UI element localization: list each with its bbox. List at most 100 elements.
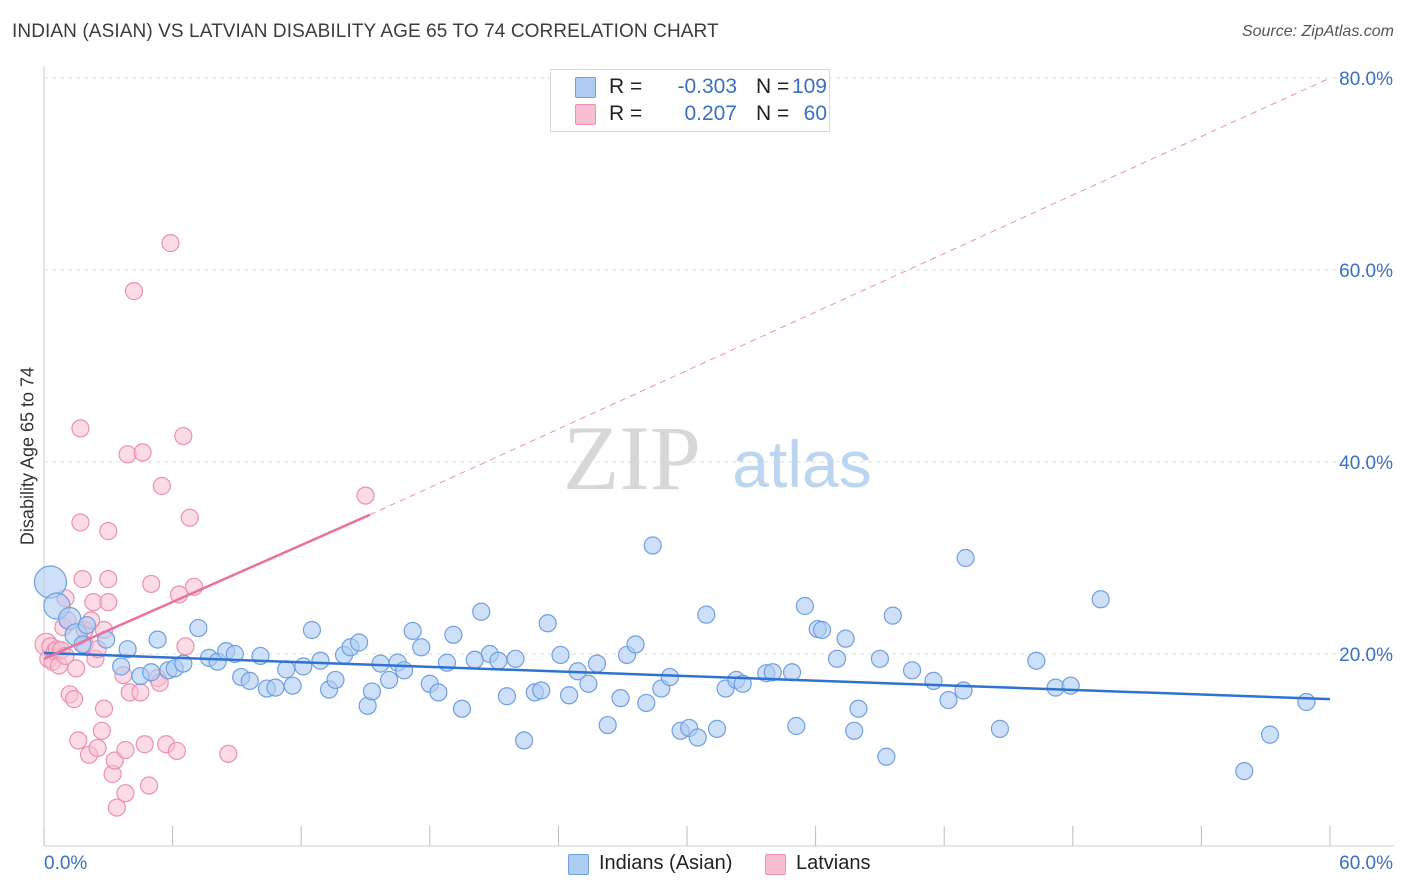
indians-point — [33, 565, 68, 599]
indians-point — [579, 674, 598, 693]
legend-r-label: R = — [609, 102, 643, 125]
indians-point — [362, 682, 382, 701]
indians-point — [379, 670, 399, 690]
indians-point — [1297, 692, 1316, 712]
trend-lines — [43, 77, 1331, 701]
latvians-point — [139, 776, 159, 795]
indians-point — [349, 633, 369, 652]
chart-title: INDIAN (ASIAN) VS LATVIAN DISABILITY AGE… — [12, 21, 719, 42]
latvians-point — [131, 683, 150, 702]
indians-point — [294, 657, 313, 676]
latvians-point — [99, 593, 118, 612]
latvians-point — [142, 574, 161, 594]
latvians-point — [180, 508, 199, 527]
indians-point — [836, 629, 855, 648]
indians-point — [142, 663, 161, 682]
indians-point — [782, 663, 802, 682]
indians-point — [812, 620, 832, 640]
stats-legend: R = -0.303 N = 109 R = 0.207 N = 60 — [550, 69, 830, 132]
indians-point — [489, 651, 508, 670]
indians-point — [326, 670, 345, 690]
latvians-point — [219, 744, 238, 763]
y-tick-label: 40.0% — [1339, 453, 1393, 474]
indians-point — [1061, 676, 1080, 695]
latvians-point — [116, 784, 135, 803]
indians-point — [225, 644, 244, 664]
latvians-point — [174, 426, 193, 446]
legend-n-label: N = — [756, 75, 790, 98]
indians-point — [611, 689, 630, 708]
indians-point — [283, 676, 302, 695]
legend-swatch-blue — [575, 77, 596, 98]
indians-point — [707, 719, 727, 738]
latvians-point — [176, 637, 195, 656]
latvians-point — [167, 741, 186, 761]
watermark-atlas: atlas — [732, 427, 871, 501]
latvians-point — [64, 690, 84, 709]
indians-trend-line — [43, 651, 1331, 701]
bottom-legend-swatch-blue — [568, 854, 589, 875]
indians-point — [429, 683, 448, 702]
source-label: Source: ZipAtlas.com — [1241, 23, 1394, 40]
indians-point — [277, 660, 296, 679]
indians-point — [924, 671, 943, 690]
legend-swatch-pink — [575, 104, 596, 125]
latvians-point — [124, 282, 144, 301]
indians-point — [956, 548, 975, 568]
indians-point — [112, 657, 131, 676]
indians-point — [302, 620, 322, 640]
indians-point — [472, 602, 491, 621]
indians-point — [626, 635, 645, 654]
axes — [43, 66, 1394, 847]
indians-point — [412, 638, 431, 657]
indians-point — [240, 671, 259, 690]
legend-n-value: 60 — [803, 102, 827, 125]
latvians-point — [94, 699, 114, 718]
indians-point — [660, 667, 679, 687]
indians-point — [990, 719, 1010, 738]
indians-point — [697, 605, 716, 624]
latvians-point — [116, 740, 135, 760]
indians-point — [371, 654, 390, 673]
y-tick-label: 80.0% — [1339, 69, 1393, 90]
bottom-legend-swatch-pink — [765, 854, 786, 875]
indians-point — [403, 621, 422, 641]
latvians-point — [152, 476, 171, 496]
indians-point — [532, 681, 551, 700]
tick-labels: 20.0% 40.0% 60.0% 80.0% 0.0% 60.0% — [44, 69, 1393, 874]
indians-point — [266, 678, 285, 697]
indians-point — [515, 731, 534, 750]
x-tick-label-min: 0.0% — [44, 853, 87, 874]
gridlines — [44, 77, 1394, 655]
indians-point — [118, 640, 137, 659]
indians-point — [497, 687, 517, 706]
indians-point — [870, 649, 890, 668]
latvians-point — [69, 731, 88, 750]
legend-r-value: 0.207 — [684, 102, 737, 125]
latvians-point — [356, 486, 375, 505]
legend-n-value: 109 — [791, 75, 827, 98]
bottom-legend-label: Latvians — [796, 852, 871, 874]
indians-point — [637, 693, 656, 713]
indians-point — [902, 661, 922, 680]
indians-point — [733, 674, 752, 693]
indians-point — [643, 536, 662, 555]
latvians-point — [118, 445, 137, 464]
legend-r-label: R = — [609, 75, 643, 98]
indians-point — [688, 728, 707, 747]
indians-points — [33, 536, 1316, 781]
latvians-point — [71, 513, 90, 532]
indians-point — [763, 663, 782, 682]
latvians-point — [71, 419, 90, 438]
latvians-point — [73, 570, 92, 589]
latvians-point — [161, 234, 180, 253]
bottom-legend-label: Indians (Asian) — [599, 852, 733, 874]
indians-point — [444, 625, 463, 644]
latvians-point — [67, 659, 86, 678]
indians-point — [849, 699, 868, 718]
latvians-point — [133, 443, 152, 462]
latvians-point — [92, 721, 111, 740]
y-tick-label: 60.0% — [1339, 261, 1393, 282]
indians-point — [939, 690, 958, 710]
